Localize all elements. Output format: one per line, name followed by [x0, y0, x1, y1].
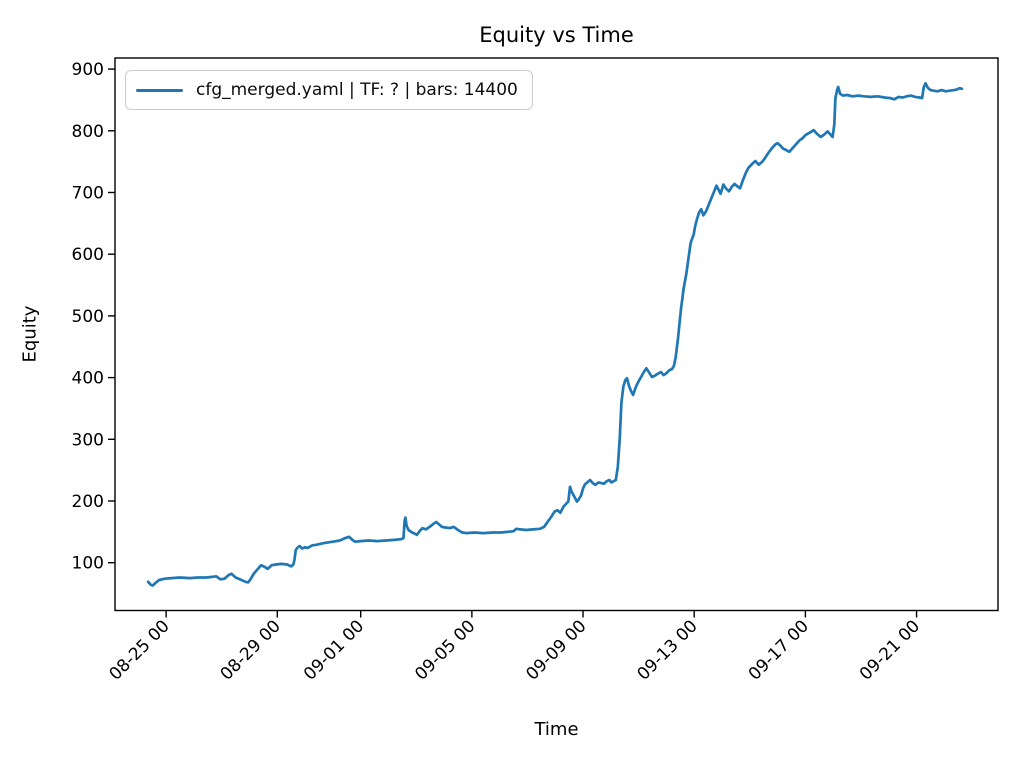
y-tick-label: 800	[72, 122, 104, 142]
x-axis-label: Time	[534, 719, 579, 740]
y-tick-label: 600	[72, 245, 104, 265]
y-tick-label: 300	[72, 430, 104, 450]
y-tick-label: 900	[72, 60, 104, 80]
y-tick-label: 200	[72, 492, 104, 512]
legend-line-sample	[136, 88, 183, 92]
x-tick-label: 09-05 00	[411, 616, 479, 684]
x-tick-label: 09-01 00	[300, 616, 368, 684]
x-tick-label: 09-21 00	[856, 616, 924, 684]
y-axis-label: Equity	[19, 305, 41, 363]
equity-curve-line	[146, 81, 964, 587]
legend-label: cfg_merged.yaml | TF: ? | bars: 14400	[196, 80, 518, 100]
chart-title: Equity vs Time	[479, 23, 634, 47]
x-tick-label: 08-29 00	[217, 616, 285, 684]
y-tick-label: 500	[72, 307, 104, 327]
y-tick-label: 100	[72, 554, 104, 574]
x-tick-label: 08-25 00	[105, 616, 173, 684]
x-tick-label: 09-17 00	[745, 616, 813, 684]
y-tick-label: 700	[72, 184, 104, 204]
x-tick-label: 09-09 00	[522, 616, 590, 684]
legend: cfg_merged.yaml | TF: ? | bars: 14400	[125, 70, 533, 110]
plot-area-border	[114, 57, 999, 612]
x-tick-label: 09-13 00	[634, 616, 702, 684]
y-tick-label: 400	[72, 369, 104, 389]
